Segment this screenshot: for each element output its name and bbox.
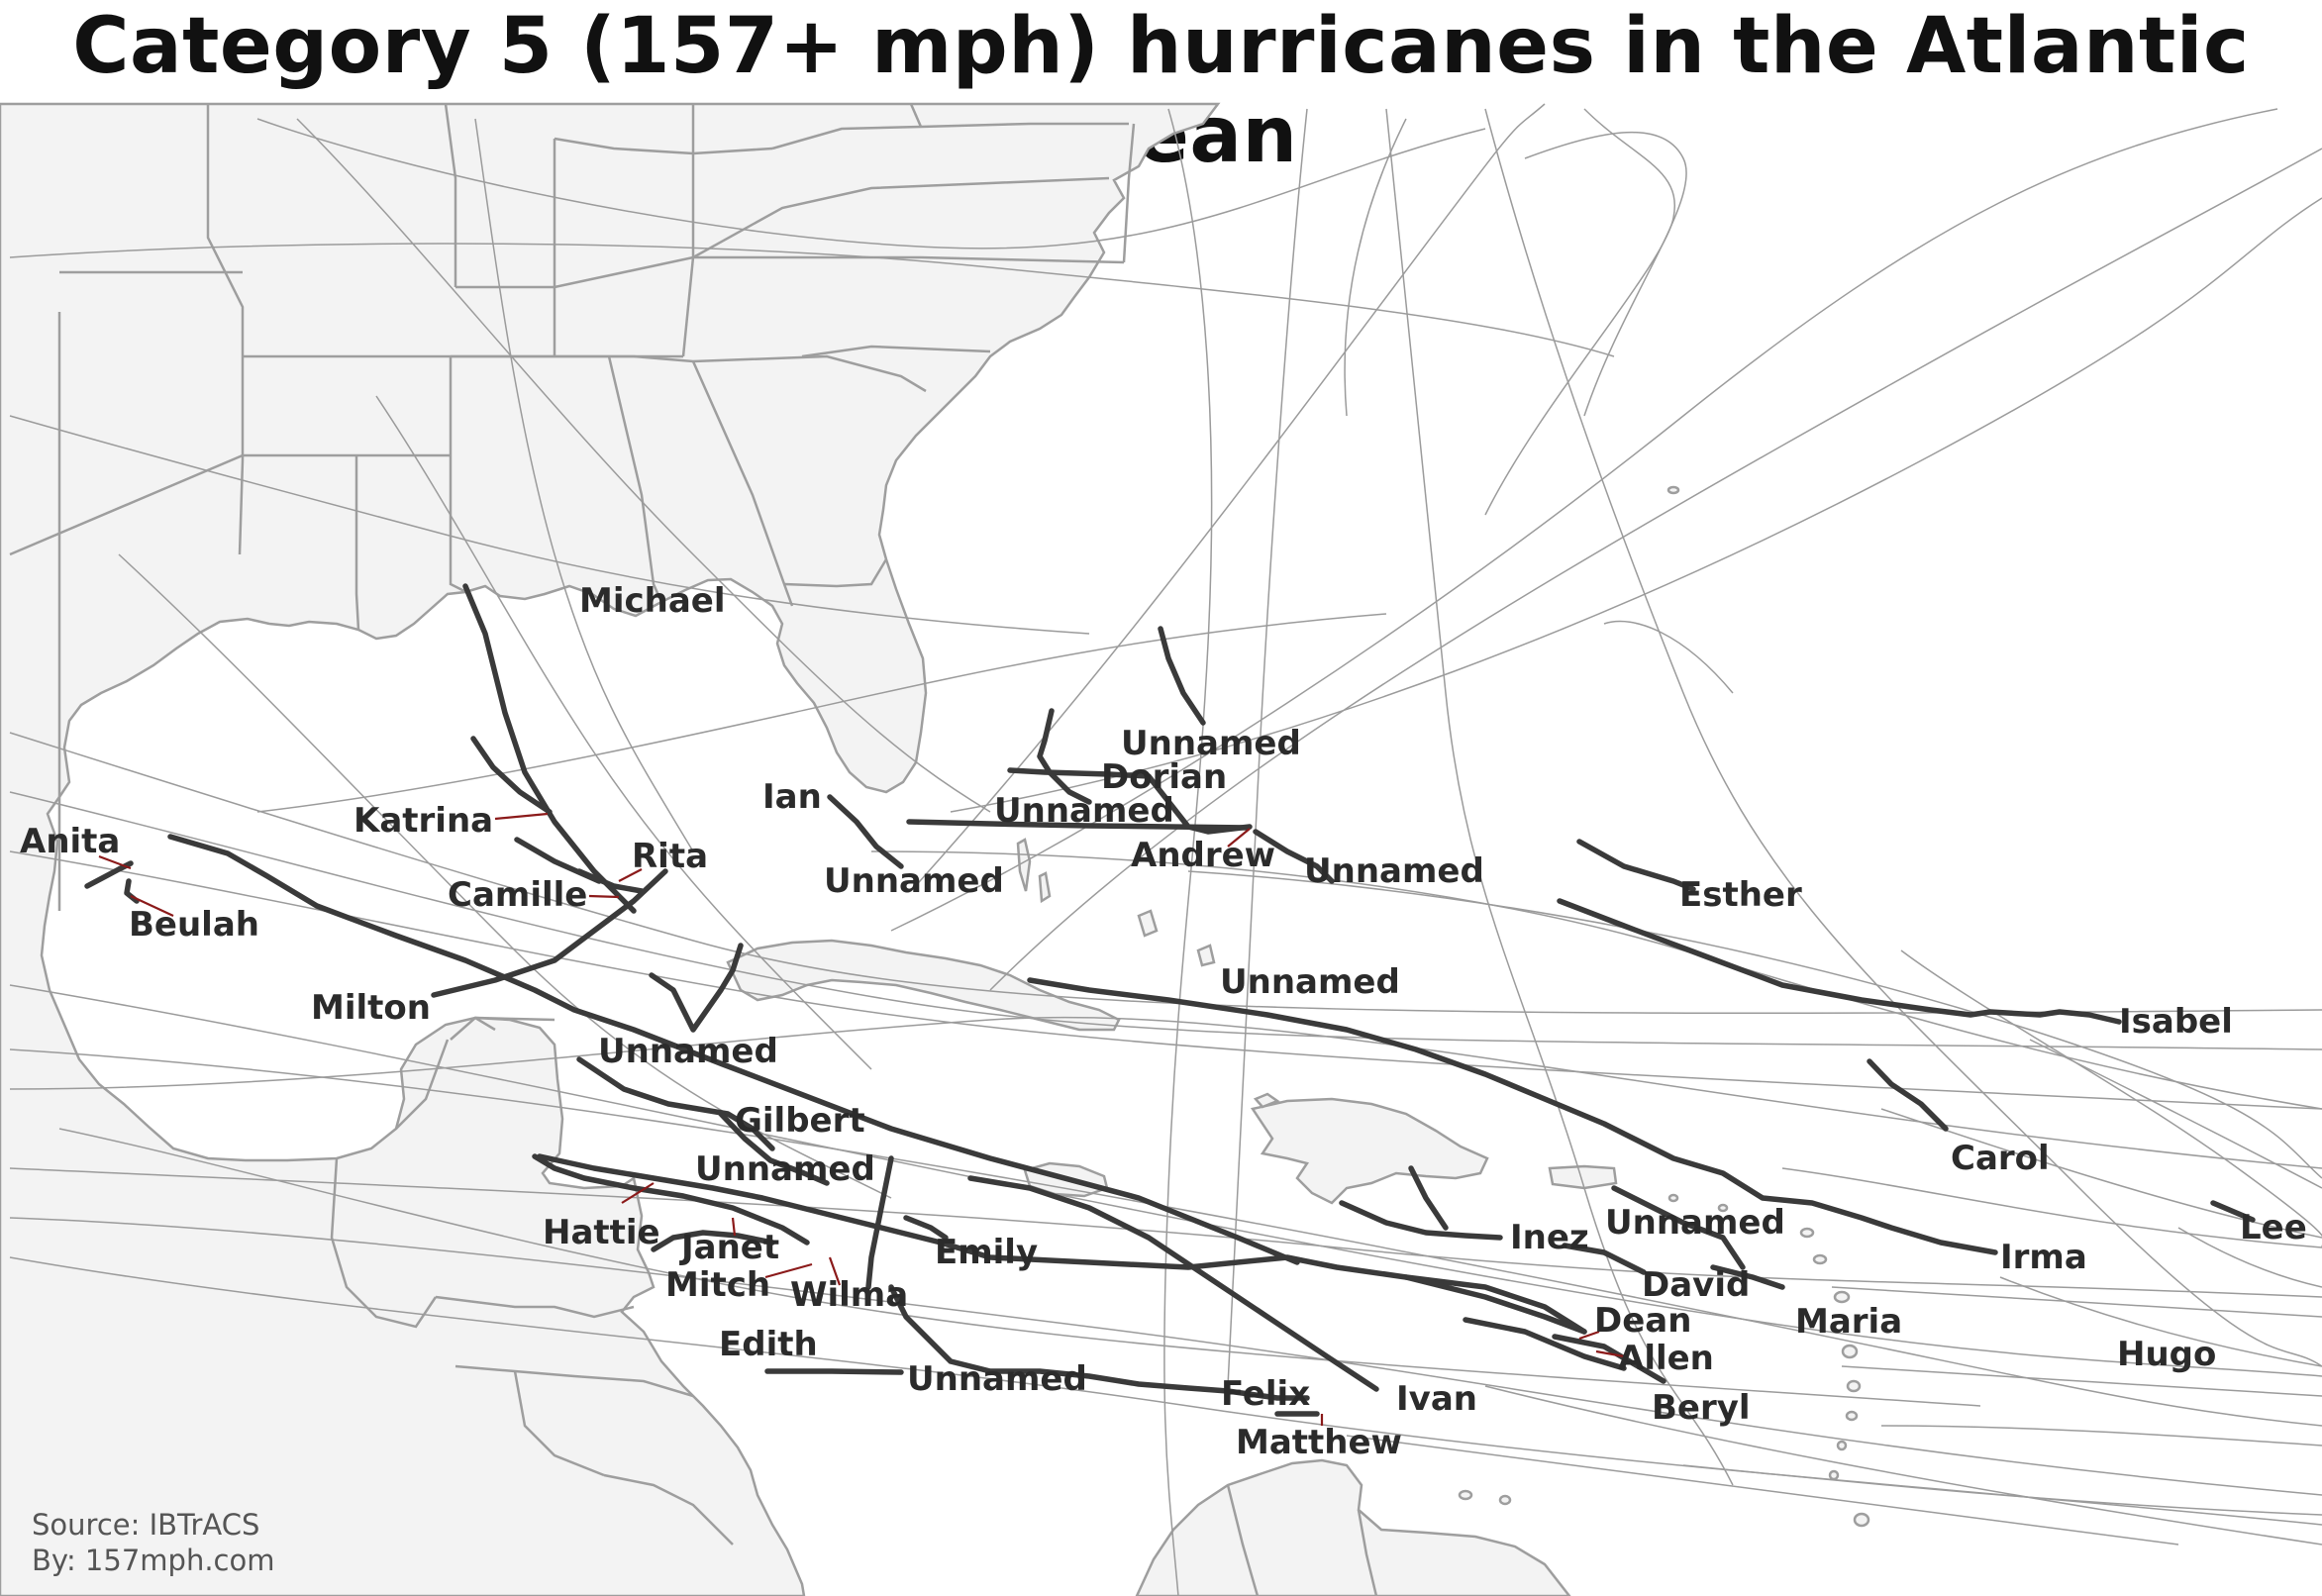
label-beulah: Beulah [129, 905, 259, 945]
label-unnamed-4: Unnamed [824, 861, 1004, 901]
track-ivan [967, 1175, 1379, 1392]
track-gilbert [167, 834, 1300, 1265]
track-unnamed-south [888, 1284, 1231, 1394]
label-unnamed-6: Unnamed [598, 1032, 778, 1071]
source-credit: Source: IBTrACS [32, 1508, 260, 1542]
track-esther [1576, 839, 1696, 892]
track-david [1562, 1243, 1647, 1275]
label-unnamed-2: Unnamed [994, 791, 1174, 831]
label-unnamed-3: Unnamed [1304, 851, 1484, 891]
label-esther: Esther [1679, 875, 1802, 915]
label-dean: Dean [1594, 1301, 1691, 1341]
storm-labels: Michael Unnamed Dorian Ian Unnamed Katri… [20, 581, 2307, 1462]
track-katrina [470, 736, 553, 815]
label-maria: Maria [1795, 1302, 1902, 1342]
track-carol [1867, 1058, 1949, 1132]
label-mitch: Mitch [665, 1265, 770, 1305]
label-felix: Felix [1221, 1374, 1310, 1414]
label-hattie: Hattie [543, 1213, 660, 1252]
label-ivan: Ivan [1396, 1379, 1477, 1419]
label-anita: Anita [20, 822, 120, 861]
label-ian: Ian [762, 777, 822, 817]
track-janet [537, 1153, 1587, 1335]
label-katrina: Katrina [353, 801, 493, 841]
label-rita: Rita [632, 837, 708, 876]
label-irma: Irma [2000, 1238, 2087, 1277]
label-unnamed-1: Unnamed [1121, 724, 1301, 763]
track-mitch [651, 1230, 775, 1252]
track-maria [1710, 1264, 1785, 1290]
north-america-landmass [0, 102, 1221, 1596]
leader-lines [98, 812, 1625, 1426]
track-unnamed-pr [1611, 1185, 1746, 1270]
track-unnamed-atl [1253, 829, 1335, 884]
track-unnamed-yucatan [649, 943, 744, 1033]
track-unnamed-bahamas [1158, 626, 1206, 726]
label-wilma: Wilma [790, 1275, 908, 1315]
track-michael [462, 583, 637, 914]
south-america-landmass [1135, 1458, 1571, 1596]
label-emily: Emily [935, 1233, 1038, 1272]
track-isabel [1557, 898, 2122, 1025]
label-unnamed-7: Unnamed [695, 1149, 875, 1189]
label-unnamed-5: Unnamed [1220, 962, 1400, 1002]
label-milton: Milton [311, 988, 431, 1028]
track-ian [827, 794, 904, 869]
track-allen [1463, 1317, 1627, 1371]
label-michael: Michael [579, 581, 726, 621]
track-dorian [1037, 708, 1092, 805]
bahamas-island-2 [1038, 871, 1052, 904]
label-hugo: Hugo [2117, 1335, 2216, 1374]
track-felix [1225, 1388, 1310, 1401]
track-inez [1339, 1200, 1503, 1241]
puerto-rico-island [1548, 1164, 1618, 1190]
track-milton [431, 868, 668, 998]
label-janet: Janet [679, 1228, 779, 1267]
label-unnamed-8: Unnamed [1605, 1203, 1785, 1243]
track-unnamed-fl [906, 819, 1251, 831]
label-edith: Edith [719, 1325, 818, 1364]
track-irma [1027, 977, 1998, 1255]
label-david: David [1642, 1265, 1750, 1305]
track-unnamed-yucatan2 [718, 1111, 830, 1186]
label-unnamed-9: Unnamed [907, 1359, 1087, 1399]
label-dorian: Dorian [1101, 757, 1227, 797]
track-inez2 [1408, 1165, 1449, 1231]
track-edith [764, 1368, 904, 1375]
label-carol: Carol [1951, 1139, 2050, 1178]
other-storm-tracks [9, 103, 2322, 1596]
track-andrew [1007, 767, 1253, 835]
track-emily [903, 1215, 949, 1241]
bahamas-island-3 [1137, 909, 1159, 938]
hispaniola-island [1250, 1097, 1489, 1205]
credits: Source: IBTrACS By: 157mph.com [32, 1507, 274, 1578]
cat5-segments [84, 583, 2256, 1417]
track-anita [84, 860, 134, 889]
track-dean [1403, 1274, 1587, 1335]
track-rita [576, 868, 645, 894]
bahamas-island-5 [1253, 1092, 1280, 1109]
track-unnamed-mid [576, 1056, 775, 1151]
border-layer [9, 103, 1378, 1596]
track-hattie [532, 1153, 810, 1246]
label-gilbert: Gilbert [735, 1101, 865, 1141]
label-camille: Camille [448, 875, 587, 915]
label-allen: Allen [1618, 1339, 1714, 1378]
label-andrew: Andrew [1131, 836, 1275, 875]
label-isabel: Isabel [2119, 1002, 2233, 1042]
label-lee: Lee [2240, 1208, 2307, 1247]
cuba-island [726, 939, 1121, 1032]
track-beryl [1552, 1334, 1666, 1384]
author-credit: By: 157mph.com [32, 1544, 275, 1577]
label-matthew: Matthew [1236, 1423, 1402, 1462]
lesser-antilles [1458, 485, 1870, 1528]
track-lee [2210, 1200, 2256, 1223]
label-beryl: Beryl [1652, 1388, 1751, 1428]
bahamas-island-1 [1016, 838, 1032, 892]
bahamas-island-4 [1196, 944, 1216, 967]
track-wilma [865, 1155, 894, 1290]
label-inez: Inez [1510, 1218, 1589, 1257]
